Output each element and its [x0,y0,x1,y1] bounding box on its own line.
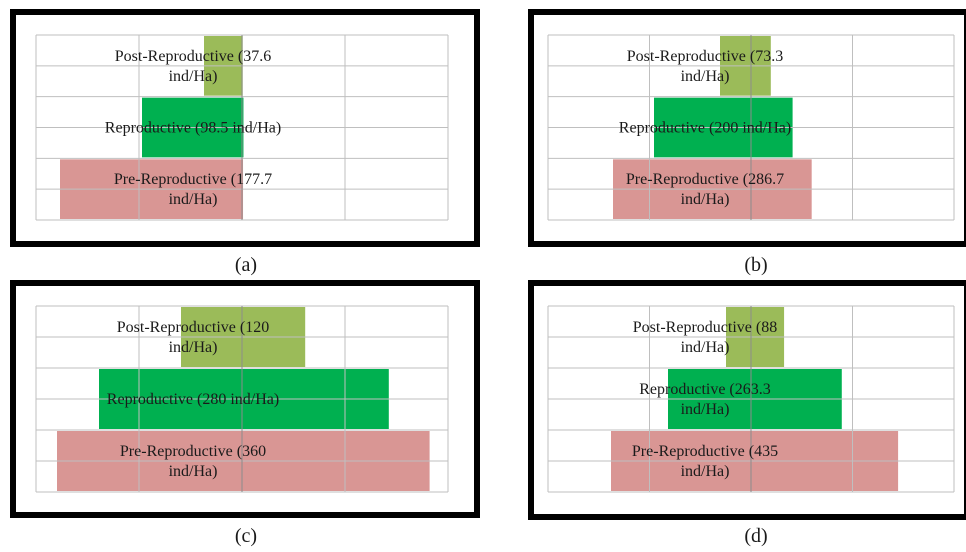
caption-c: (c) [234,525,258,547]
label-post-reproductive-d: Post-Reproductive (88 ind/Ha) [633,319,777,356]
label-line: ind/Ha) [169,191,218,208]
label-line: Post-Reproductive (120 [117,319,269,336]
label-line: Pre-Reproductive (177.7 [114,171,272,188]
label-line: Reproductive (98.5 ind/Ha) [105,120,281,137]
label-post-reproductive-b: Post-Reproductive (73.3 ind/Ha) [627,48,783,85]
label-reproductive-d: Reproductive (263.3 ind/Ha) [639,381,771,418]
label-line: ind/Ha) [169,463,218,480]
label-reproductive-c: Reproductive (280 ind/Ha) [107,391,279,408]
label-line: ind/Ha) [681,401,730,418]
label-pre-reproductive-c: Pre-Reproductive (360 ind/Ha) [120,443,266,480]
label-line: Post-Reproductive (73.3 [627,48,783,65]
label-reproductive-b: Reproductive (200 ind/Ha) [619,120,791,137]
label-line: ind/Ha) [681,339,730,356]
label-pre-reproductive-d: Pre-Reproductive (435 ind/Ha) [632,443,778,480]
caption-b: (b) [744,254,768,276]
label-line: Reproductive (280 ind/Ha) [107,391,279,408]
label-reproductive-a: Reproductive (98.5 ind/Ha) [105,120,281,137]
label-pre-reproductive-a: Pre-Reproductive (177.7 ind/Ha) [114,171,272,208]
caption-a: (a) [234,254,258,276]
label-line: ind/Ha) [681,463,730,480]
label-line: ind/Ha) [169,339,218,356]
label-line: ind/Ha) [681,68,730,85]
label-line: Reproductive (263.3 [639,381,771,398]
label-line: Reproductive (200 ind/Ha) [619,120,791,137]
label-line: Pre-Reproductive (286.7 [626,171,784,188]
label-line: Pre-Reproductive (360 [120,443,266,460]
label-line: Post-Reproductive (37.6 [115,48,271,65]
label-line: ind/Ha) [169,68,218,85]
label-line: ind/Ha) [681,191,730,208]
label-pre-reproductive-b: Pre-Reproductive (286.7 ind/Ha) [626,171,784,208]
label-post-reproductive-c: Post-Reproductive (120 ind/Ha) [117,319,269,356]
caption-d: (d) [744,525,768,547]
label-line: Post-Reproductive (88 [633,319,777,336]
label-post-reproductive-a: Post-Reproductive (37.6 ind/Ha) [115,48,271,85]
label-line: Pre-Reproductive (435 [632,443,778,460]
